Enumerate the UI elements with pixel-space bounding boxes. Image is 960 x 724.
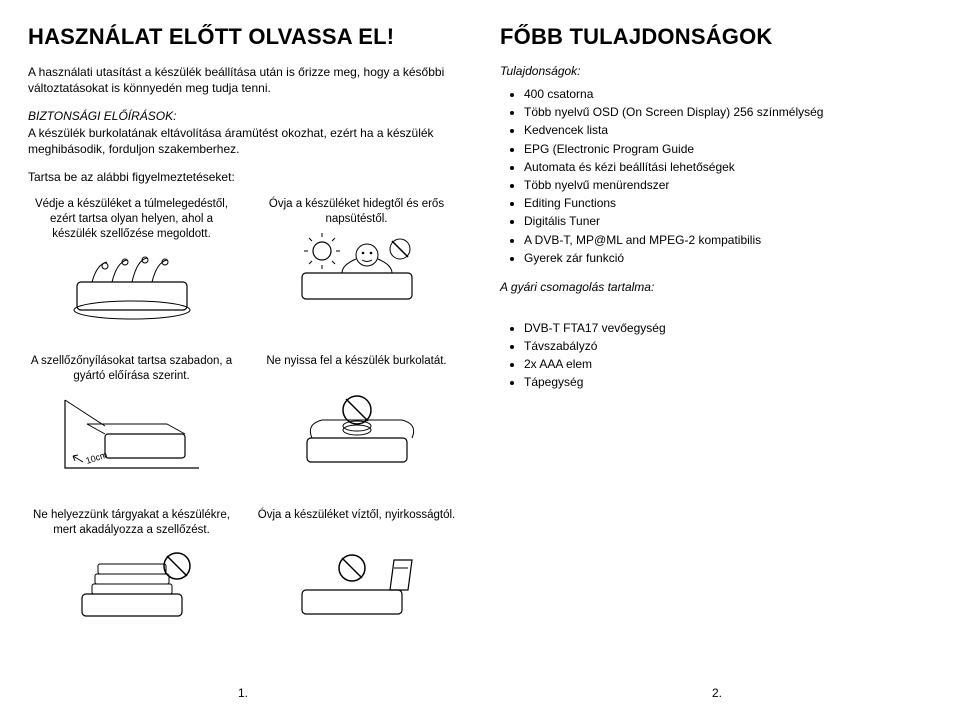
content-item: Tápegység (524, 374, 932, 390)
right-column: FŐBB TULAJDONSÁGOK Tulajdonságok: 400 cs… (500, 24, 932, 626)
safety-paragraph: BIZTONSÁGI ELŐÍRÁSOK: A készülék burkola… (28, 108, 460, 157)
page-numbers: 1. 2. (28, 686, 932, 700)
feature-item: Digitális Tuner (524, 213, 932, 229)
warn-caption: Óvja a készüléket hidegtől és erős napsü… (253, 197, 460, 227)
feature-item: EPG (Electronic Program Guide (524, 141, 932, 157)
feature-item: Több nyelvű menürendszer (524, 177, 932, 193)
warn-objects: Ne helyezzünk tárgyakat a készülékre, me… (28, 508, 235, 626)
intro-paragraph: A használati utasítást a készülék beállí… (28, 64, 460, 96)
warn-cold-sun: Óvja a készüléket hidegtől és erős napsü… (253, 197, 460, 326)
do-not-open-icon (282, 390, 432, 480)
left-title: HASZNÁLAT ELŐTT OLVASSA EL! (28, 24, 460, 50)
cold-sun-icon (282, 233, 432, 311)
contents-list: DVB-T FTA17 vevőegység Távszabályzó 2x A… (500, 320, 932, 391)
feature-item: Gyerek zár funkció (524, 250, 932, 266)
page-number-right: 2. (712, 686, 722, 700)
warn-water: Óvja a készüléket víztől, nyirkosságtól. (253, 508, 460, 626)
warn-overheat: Védje a készüléket a túlmelegedéstől, ez… (28, 197, 235, 326)
warning-grid: Védje a készüléket a túlmelegedéstől, ez… (28, 197, 460, 626)
left-column: HASZNÁLAT ELŐTT OLVASSA EL! A használati… (28, 24, 460, 626)
keep-line: Tartsa be az alábbi figyelmeztetéseket: (28, 169, 460, 185)
page-number-left: 1. (238, 686, 248, 700)
no-water-icon (282, 544, 432, 626)
feature-item: 400 csatorna (524, 86, 932, 102)
content-item: Távszabályzó (524, 338, 932, 354)
warn-caption: Ne helyezzünk tárgyakat a készülékre, me… (28, 508, 235, 538)
feature-item: A DVB-T, MP@ML and MPEG-2 kompatibilis (524, 232, 932, 248)
svg-text:10cm: 10cm (84, 450, 108, 466)
contents-subhead: A gyári csomagolás tartalma: (500, 280, 932, 294)
warn-caption: Ne nyissa fel a készülék burkolatát. (253, 354, 460, 384)
page-two-column: HASZNÁLAT ELŐTT OLVASSA EL! A használati… (28, 24, 932, 626)
right-title: FŐBB TULAJDONSÁGOK (500, 24, 932, 50)
features-list: 400 csatorna Több nyelvű OSD (On Screen … (500, 86, 932, 266)
no-objects-icon (57, 544, 207, 626)
feature-item: Editing Functions (524, 195, 932, 211)
warn-vents: A szellőzőnyílásokat tartsa szabadon, a … (28, 354, 235, 480)
content-item: DVB-T FTA17 vevőegység (524, 320, 932, 336)
feature-item: Automata és kézi beállítási lehetőségek (524, 159, 932, 175)
safety-text: A készülék burkolatának eltávolítása ára… (28, 126, 434, 156)
warn-caption: A szellőzőnyílásokat tartsa szabadon, a … (28, 354, 235, 384)
overheat-icon (57, 248, 207, 326)
feature-item: Több nyelvű OSD (On Screen Display) 256 … (524, 104, 932, 120)
vents-icon: 10cm (57, 390, 207, 480)
features-subhead: Tulajdonságok: (500, 64, 932, 78)
feature-item: Kedvencek lista (524, 122, 932, 138)
content-item: 2x AAA elem (524, 356, 932, 372)
safety-heading: BIZTONSÁGI ELŐÍRÁSOK: (28, 109, 176, 123)
warn-caption: Védje a készüléket a túlmelegedéstől, ez… (28, 197, 235, 242)
warn-open: Ne nyissa fel a készülék burkolatát. (253, 354, 460, 480)
warn-caption: Óvja a készüléket víztől, nyirkosságtól. (253, 508, 460, 538)
